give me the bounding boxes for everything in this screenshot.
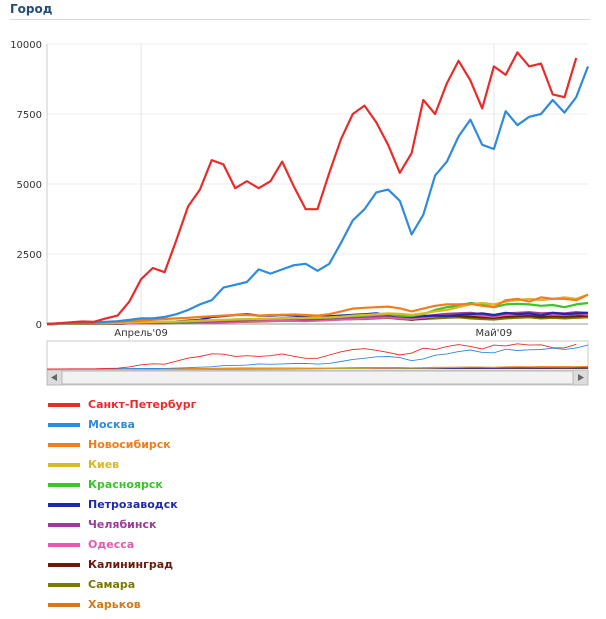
series-line (46, 66, 590, 326)
range-navigator[interactable] (46, 340, 589, 386)
legend-swatch (48, 603, 80, 607)
legend-swatch (48, 583, 80, 587)
legend-swatch (48, 523, 80, 527)
x-tick-label: Апрель'09 (114, 328, 168, 339)
navigator-lines (46, 343, 589, 370)
legend-label: Калининград (88, 558, 174, 571)
legend-swatch (48, 423, 80, 427)
y-tick-label: 7500 (17, 110, 42, 121)
legend-swatch (48, 483, 80, 487)
y-tick-label: 10000 (10, 40, 42, 51)
scroll-right-arrow-icon (578, 374, 584, 381)
legend-label: Петрозаводск (88, 498, 178, 511)
gridlines (47, 43, 588, 324)
legend-swatch (48, 403, 80, 407)
series-line (46, 293, 589, 326)
legend-label: Харьков (88, 598, 141, 611)
series-lines (46, 51, 590, 326)
legend-swatch (48, 503, 80, 507)
legend-label: Киев (88, 458, 120, 471)
legend-label: Москва (88, 418, 135, 431)
legend-label: Одесса (88, 538, 135, 551)
y-tick-labels: 0 2500 5000 7500 10000 (10, 40, 42, 331)
series-line (46, 293, 589, 326)
legend-swatch (48, 463, 80, 467)
navigator-series-line (46, 343, 577, 370)
y-tick-label: 2500 (17, 250, 42, 261)
legend-swatch (48, 543, 80, 547)
legend-label: Санкт-Петербург (88, 398, 197, 411)
page-title: Город (10, 2, 53, 16)
title-divider (10, 19, 590, 20)
y-tick-label: 0 (36, 320, 42, 331)
legend-label: Челябинск (88, 518, 157, 531)
x-tick-labels: Апрель'09 Май'09 (114, 328, 512, 339)
line-chart: 0 2500 5000 7500 10000 Апрель'09 Май'09 (10, 40, 590, 386)
legend-label: Самара (88, 578, 136, 591)
scroll-left-arrow-icon (51, 374, 57, 381)
series-line (46, 51, 578, 326)
navigator-scrollbar-thumb[interactable] (61, 370, 574, 385)
y-tick-label: 5000 (17, 180, 42, 191)
legend-swatch (48, 563, 80, 567)
navigator-series-line (46, 344, 589, 370)
legend-label: Красноярск (88, 478, 163, 491)
legend-swatch (48, 443, 80, 447)
legend-label: Новосибирск (88, 438, 171, 451)
x-tick-label: Май'09 (476, 328, 513, 339)
